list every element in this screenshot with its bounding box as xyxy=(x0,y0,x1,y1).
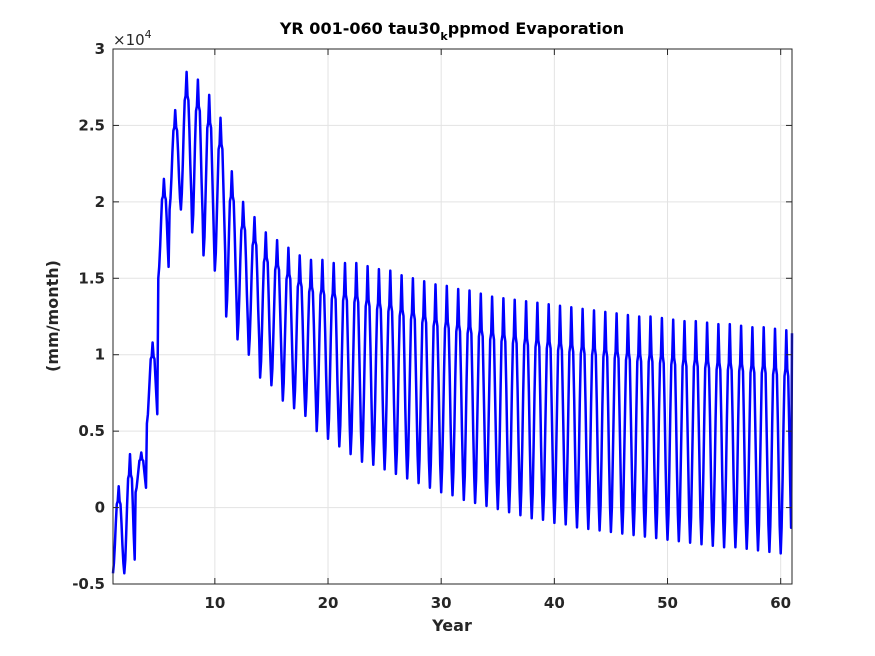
y-tick-label: 0.5 xyxy=(78,422,105,440)
y-axis-label: (mm/month) xyxy=(43,260,62,372)
chart-title: YR 001-060 tau30kppmod Evaporation xyxy=(279,19,624,43)
series-group xyxy=(111,70,794,575)
x-tick-label: 50 xyxy=(657,594,678,612)
x-tick-label: 40 xyxy=(544,594,565,612)
x-tick-label: 20 xyxy=(318,594,339,612)
y-tick-label: 0 xyxy=(95,499,105,517)
x-tick-label: 60 xyxy=(770,594,791,612)
y-tick-label: -0.5 xyxy=(72,575,105,593)
series-line xyxy=(111,70,794,575)
plot-frame xyxy=(112,48,793,585)
y-tick-label: 2 xyxy=(95,193,105,211)
y-tick-label: 1.5 xyxy=(78,269,105,287)
y-tick-labels: -0.5 0 0.5 1 1.5 2 2.5 3 xyxy=(72,40,105,593)
x-tick-label: 10 xyxy=(204,594,225,612)
y-tick-label: 1 xyxy=(95,346,105,364)
x-axis-label: Year xyxy=(431,616,472,635)
x-tick-label: 30 xyxy=(431,594,452,612)
y-tick-label: 3 xyxy=(95,40,105,58)
y-tick-label: 2.5 xyxy=(78,116,105,134)
y-multiplier: ×104 xyxy=(113,28,152,49)
x-tick-labels: 10 20 30 40 50 60 xyxy=(204,594,791,612)
ticks xyxy=(113,48,792,585)
